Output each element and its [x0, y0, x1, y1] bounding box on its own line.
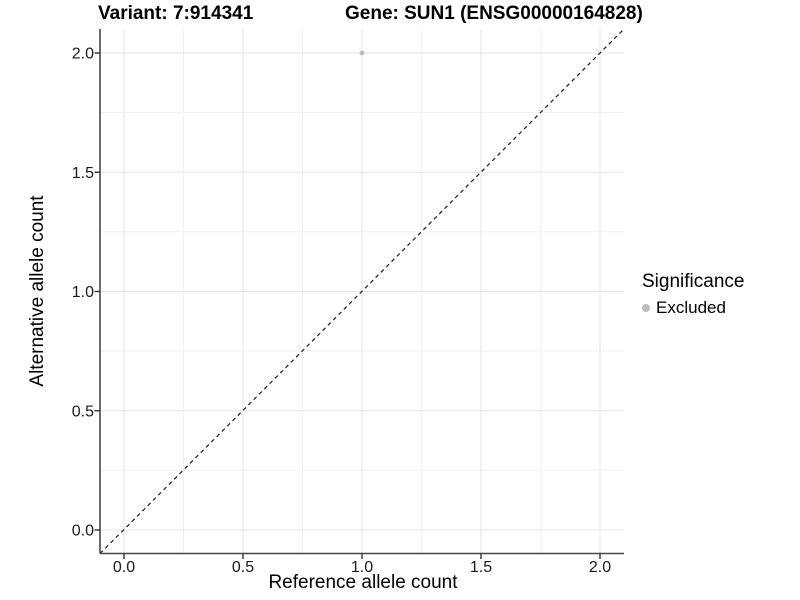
legend-title: Significance: [642, 271, 745, 292]
x-tick-label: 0.5: [232, 559, 254, 576]
legend-item-label: Excluded: [656, 298, 726, 317]
x-tick-label: 1.5: [470, 559, 492, 576]
x-axis-title: Reference allele count: [268, 572, 458, 593]
y-tick-label: 0.0: [72, 523, 94, 540]
y-tick-label: 1.0: [72, 284, 94, 301]
identity-dashed-line: [99, 28, 625, 554]
y-tick-label: 0.5: [72, 403, 94, 420]
y-tick-label: 1.5: [72, 165, 94, 182]
excluded-point-swatch: [642, 304, 650, 312]
legend-item-excluded: Excluded: [642, 298, 744, 318]
x-tick-label: 0.0: [113, 559, 135, 576]
plot-title-variant: Variant: 7:914341: [98, 3, 254, 24]
legend: Significance Excluded: [642, 271, 744, 318]
x-tick-label: 2.0: [589, 559, 611, 576]
plot-title-gene: Gene: SUN1 (ENSG00000164828): [345, 3, 643, 24]
x-tick-label: 1.0: [351, 559, 373, 576]
y-axis-title: Alternative allele count: [27, 195, 48, 387]
y-tick-label: 2.0: [72, 46, 94, 63]
data-point-excluded: [359, 50, 365, 56]
